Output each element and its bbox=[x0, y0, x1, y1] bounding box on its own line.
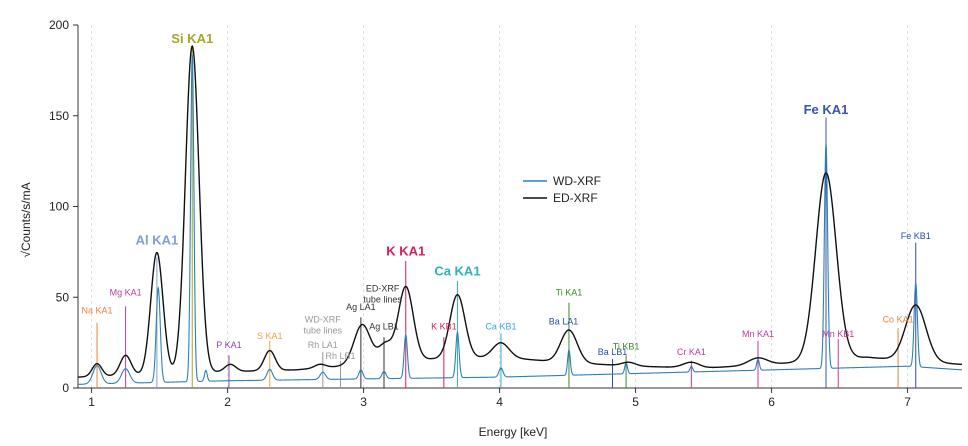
y-axis-label: √Counts/s/mA bbox=[19, 182, 33, 257]
peak-label: Mn KB1 bbox=[822, 329, 854, 339]
peak-label: Mg KA1 bbox=[110, 287, 142, 297]
peak-label: Ba LA1 bbox=[549, 316, 579, 326]
peak-label: Na KA1 bbox=[82, 305, 113, 315]
peak-label: Rh LB1 bbox=[325, 351, 355, 361]
peak-label: K KA1 bbox=[386, 243, 425, 258]
y-tick-label: 200 bbox=[49, 18, 69, 32]
y-tick-label: 0 bbox=[62, 381, 69, 395]
peak-label: ED-XRF bbox=[366, 284, 400, 294]
legend-label: ED-XRF bbox=[553, 191, 598, 205]
peak-label: Ca KA1 bbox=[434, 263, 480, 278]
x-tick-label: 2 bbox=[224, 395, 231, 409]
legend: WD-XRF ED-XRF bbox=[523, 174, 601, 205]
y-tick-label: 150 bbox=[49, 109, 69, 123]
peak-label: Si KA1 bbox=[171, 31, 213, 46]
peak-label: Fe KB1 bbox=[901, 231, 931, 241]
peak-label: P KA1 bbox=[216, 340, 241, 350]
series-line-ed-xrf bbox=[77, 45, 963, 378]
peak-label: Al KA1 bbox=[136, 232, 179, 247]
x-tick-label: 3 bbox=[360, 395, 367, 409]
axis-layer: √Counts/s/mA Energy [keV] 1 2 3 4 5 6 7 0 50 100 1… bbox=[19, 18, 962, 439]
peak-label: WD-XRF bbox=[305, 314, 341, 324]
x-tick-label: 1 bbox=[88, 395, 95, 409]
x-tick-label: 5 bbox=[632, 395, 639, 409]
x-axis-label: Energy [keV] bbox=[479, 425, 548, 439]
annotation-label-layer: Na KA1 Mg KA1 Al KA1 Si KA1 P KA1 S KA1 WD-XRF… bbox=[82, 31, 931, 361]
peak-label: tube lines bbox=[304, 325, 343, 335]
x-tick-label: 6 bbox=[768, 395, 775, 409]
peak-label: Ti KA1 bbox=[556, 287, 583, 297]
x-tick-label: 7 bbox=[904, 395, 911, 409]
peak-label: Ba LB1 bbox=[598, 347, 628, 357]
y-tick-label: 100 bbox=[49, 200, 69, 214]
peak-label: Rh LA1 bbox=[308, 340, 338, 350]
peak-label: S KA1 bbox=[257, 331, 283, 341]
peak-label: tube lines bbox=[363, 295, 402, 305]
peak-label: Ag LA1 bbox=[346, 302, 376, 312]
peak-label: Co KA1 bbox=[883, 314, 914, 324]
peak-label: Ti KB1 bbox=[613, 342, 640, 352]
peak-label: Mn KA1 bbox=[742, 329, 774, 339]
peak-label: Ag LB1 bbox=[369, 322, 399, 332]
annotation-marker-layer bbox=[96, 46, 917, 388]
y-tick-label: 50 bbox=[56, 290, 70, 304]
grid-layer bbox=[91, 25, 909, 388]
peak-label: Fe KA1 bbox=[804, 102, 849, 117]
peak-label: Cr KA1 bbox=[677, 347, 706, 357]
x-tick-label: 4 bbox=[496, 395, 503, 409]
series-layer bbox=[77, 45, 963, 385]
peak-label: Ca KB1 bbox=[485, 322, 516, 332]
peak-label: K KB1 bbox=[431, 322, 457, 332]
legend-label: WD-XRF bbox=[553, 174, 601, 188]
series-line-wd-xrf bbox=[77, 54, 963, 385]
